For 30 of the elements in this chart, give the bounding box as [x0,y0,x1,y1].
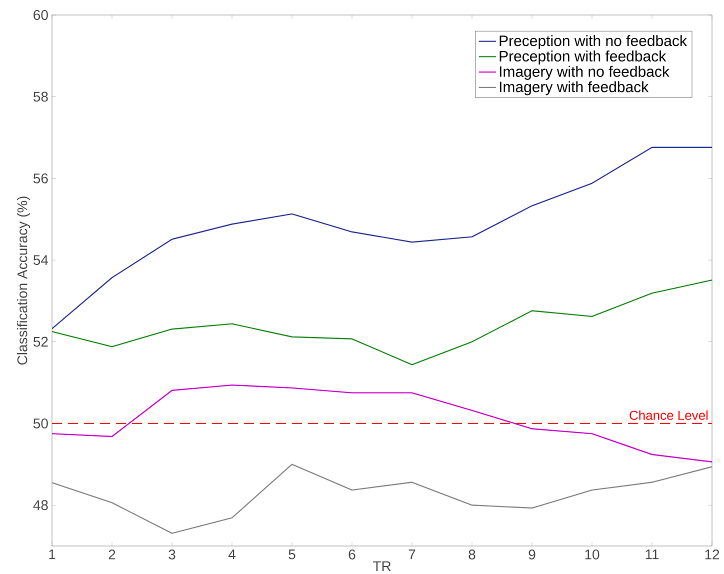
y-axis-title: Classification Accuracy (%) [16,196,30,365]
y-tick-label: 58 [33,92,48,102]
y-tick-label: 52 [33,336,48,347]
x-tick-label: 9 [528,550,536,560]
x-tick-label: 6 [348,550,356,560]
x-tick-label: 12 [705,550,720,560]
ref-line-label: Chance Level [630,410,708,420]
x-tick-label: 7 [408,550,416,560]
y-tick-label: 60 [34,10,48,20]
y-tick-label: 56 [33,173,48,184]
x-tick-label: 1 [49,550,56,560]
x-tick-label: 11 [646,550,659,560]
legend-label: Preception with feedback [500,50,666,64]
x-tick-label: 2 [108,550,116,560]
legend-label: Imagery with feedback [500,81,649,96]
x-axis-title: TR [372,561,391,571]
x-tick-label: 8 [468,550,476,560]
legend-label: Imagery with no feedback [500,66,670,80]
legend-label: Preception with no feedback [500,35,687,50]
x-tick-label: 3 [168,550,176,560]
x-tick-label: 10 [585,550,600,560]
line-series [52,384,712,462]
y-tick-label: 50 [33,418,48,428]
y-tick-label: 54 [33,255,48,265]
line-series [52,464,712,534]
line-series [52,279,712,366]
x-tick-label: 5 [288,550,296,560]
line-series [52,146,712,330]
x-tick-label: 4 [228,550,236,560]
y-tick-label: 48 [33,500,48,510]
